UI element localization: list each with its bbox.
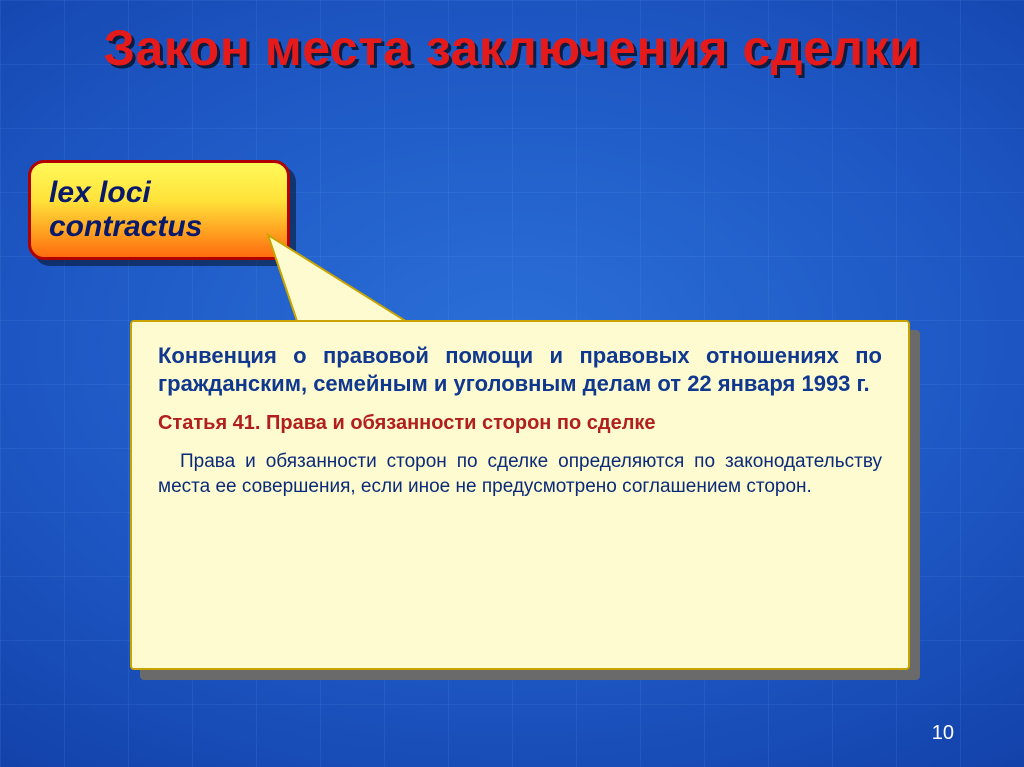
callout-body: Конвенция о правовой помощи и правовых о… — [130, 320, 910, 670]
latin-term-text: lex loci contractus — [49, 176, 269, 245]
latin-term-box: lex loci contractus — [28, 160, 290, 260]
article-text: Права и обязанности сторон по сделке опр… — [158, 450, 882, 499]
slide-title: Закон места заключения сделки — [0, 20, 1024, 78]
page-number: 10 — [932, 722, 954, 745]
callout: Конвенция о правовой помощи и правовых о… — [130, 320, 910, 670]
convention-title: Конвенция о правовой помощи и правовых о… — [158, 342, 882, 398]
article-title: Статья 41. Права и обязанности сторон по… — [158, 410, 882, 436]
